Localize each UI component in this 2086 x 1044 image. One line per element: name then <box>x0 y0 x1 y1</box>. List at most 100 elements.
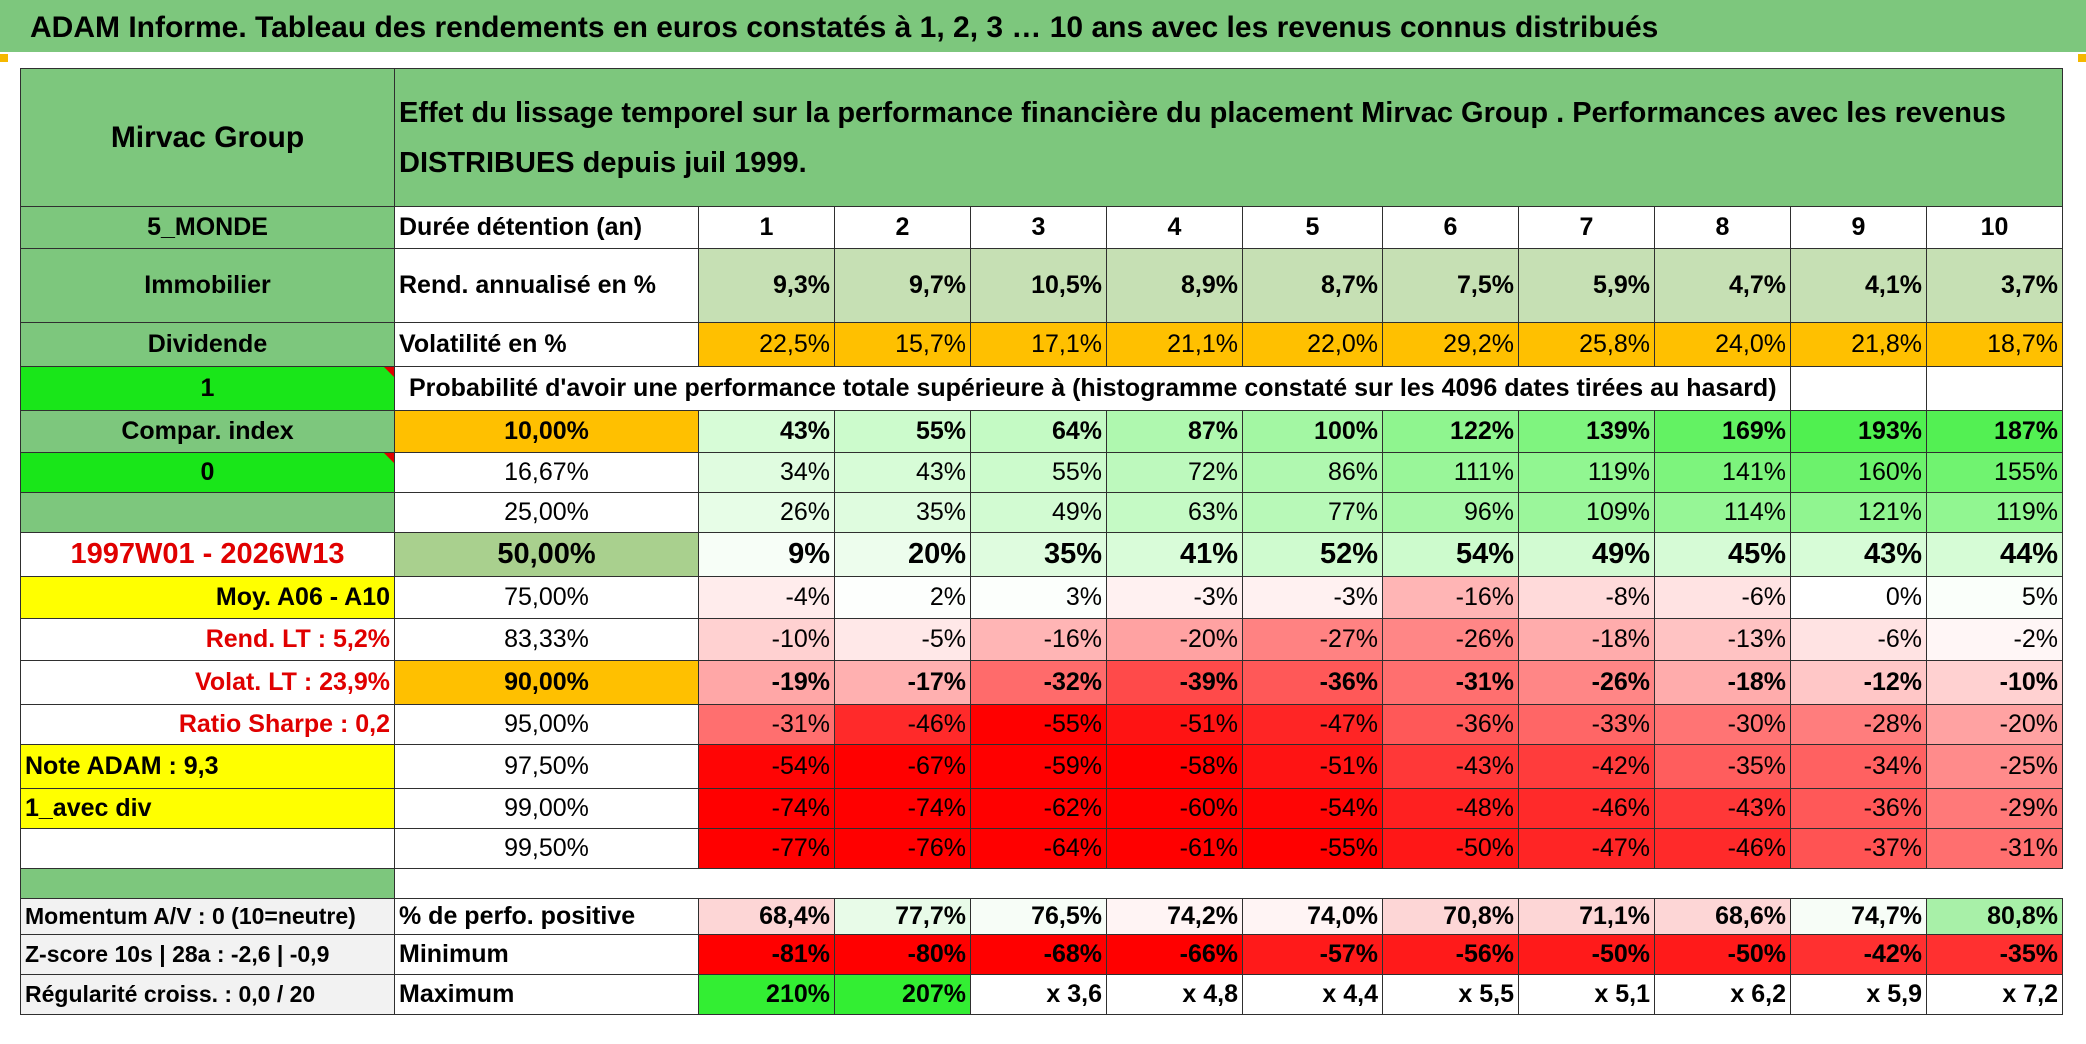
quantile-level: 50,00% <box>394 532 699 577</box>
max-value: x 4,8 <box>1106 974 1243 1015</box>
quantile-value: -59% <box>970 744 1107 789</box>
quantile-value: -29% <box>1926 788 2063 829</box>
quantile-value: -51% <box>1106 704 1243 745</box>
quantile-row: Rend. LT : 5,2% 83,33% -10% -5% -16% -20% -27%… <box>20 618 2063 661</box>
quantile-value: -12% <box>1790 660 1927 705</box>
quantile-level: 99,50% <box>394 828 699 869</box>
pos-value: 74,0% <box>1242 898 1383 935</box>
quantile-value: -35% <box>1654 744 1791 789</box>
quantile-value: -50% <box>1382 828 1519 869</box>
quantile-value: -19% <box>698 660 835 705</box>
quantile-value: 0% <box>1790 576 1927 619</box>
quantile-value: -20% <box>1106 618 1243 661</box>
quantile-value: 63% <box>1106 492 1243 533</box>
pos-value: 74,2% <box>1106 898 1243 935</box>
quantile-value: 160% <box>1790 452 1927 493</box>
quantile-value: 54% <box>1382 532 1519 577</box>
quantile-value: -39% <box>1106 660 1243 705</box>
duration-header: 1 <box>698 206 835 249</box>
quantile-value: 20% <box>834 532 971 577</box>
quantile-level: 25,00% <box>394 492 699 533</box>
rend-value: 9,3% <box>698 248 835 323</box>
min-value: -50% <box>1654 934 1791 975</box>
max-value: x 5,5 <box>1382 974 1519 1015</box>
spacer-cell <box>20 868 395 899</box>
min-value: -35% <box>1926 934 2063 975</box>
quantile-value: -31% <box>1926 828 2063 869</box>
quantile-value: 100% <box>1242 410 1383 453</box>
note-label: Note ADAM : 9,3 <box>20 744 395 789</box>
quantile-value: -27% <box>1242 618 1383 661</box>
quantile-value: -58% <box>1106 744 1243 789</box>
min-label: Minimum <box>394 934 699 975</box>
quantile-value: -5% <box>834 618 971 661</box>
pos-value: 70,8% <box>1382 898 1519 935</box>
quantile-row: Compar. index 10,00% 43% 55% 64% 87% 100% 122% 1… <box>20 410 2063 453</box>
quantile-value: -47% <box>1242 704 1383 745</box>
volat-lt-label: Volat. LT : 23,9% <box>20 660 395 705</box>
duration-header: 10 <box>1926 206 2063 249</box>
zone-label: 5_MONDE <box>20 206 395 249</box>
quantile-value: 43% <box>834 452 971 493</box>
quantile-value: -34% <box>1790 744 1927 789</box>
rend-lt-label: Rend. LT : 5,2% <box>20 618 395 661</box>
quantile-value: -6% <box>1790 618 1927 661</box>
quantile-value: 87% <box>1106 410 1243 453</box>
vol-value: 21,1% <box>1106 322 1243 367</box>
blank-label <box>20 492 395 533</box>
min-value: -81% <box>698 934 835 975</box>
vol-value: 21,8% <box>1790 322 1927 367</box>
quantile-value: 64% <box>970 410 1107 453</box>
toggle-1[interactable]: 1 <box>20 366 395 411</box>
quantile-value: 77% <box>1242 492 1383 533</box>
quantile-value: -4% <box>698 576 835 619</box>
fund-name: Mirvac Group <box>20 68 395 207</box>
quantile-value: -13% <box>1654 618 1791 661</box>
quantile-value: -16% <box>970 618 1107 661</box>
quantile-row: 99,50% -77% -76% -64% -61% -55% -50% -47% -46% -3… <box>20 828 2063 869</box>
quantile-value: 155% <box>1926 452 2063 493</box>
quantile-value: 9% <box>698 532 835 577</box>
duration-header: 2 <box>834 206 971 249</box>
corner-marker <box>2078 54 2086 62</box>
quantile-value: 34% <box>698 452 835 493</box>
quantile-value: 49% <box>1518 532 1655 577</box>
quantile-value: 122% <box>1382 410 1519 453</box>
quantile-value: 119% <box>1518 452 1655 493</box>
quantile-value: 193% <box>1790 410 1927 453</box>
stat-row: Momentum A/V : 0 (10=neutre)% de perfo. … <box>20 898 2063 935</box>
quantile-value: -25% <box>1926 744 2063 789</box>
quantile-value: -30% <box>1654 704 1791 745</box>
quantile-row: 0 16,67% 34% 43% 55% 72% 86% 111% 119% 141% 160% 15… <box>20 452 2063 493</box>
quantile-value: 49% <box>970 492 1107 533</box>
quantile-value: -74% <box>698 788 835 829</box>
quantile-value: 35% <box>834 492 971 533</box>
max-value: x 5,9 <box>1790 974 1927 1015</box>
duration-header: 3 <box>970 206 1107 249</box>
duration-header: 5 <box>1242 206 1383 249</box>
max-value: x 4,4 <box>1242 974 1383 1015</box>
pos-value: 74,7% <box>1790 898 1927 935</box>
quantile-value: 43% <box>1790 532 1927 577</box>
quantile-level: 75,00% <box>394 576 699 619</box>
min-value: -42% <box>1790 934 1927 975</box>
quantile-value: -60% <box>1106 788 1243 829</box>
quantile-value: -55% <box>970 704 1107 745</box>
probability-caption: Probabilité d'avoir une performance tota… <box>394 366 1791 411</box>
toggle-2[interactable]: 0 <box>20 452 395 493</box>
pos-value: 71,1% <box>1518 898 1655 935</box>
zscore-label: Z-score 10s | 28a : -2,6 | -0,9 <box>20 934 395 975</box>
quantile-value: -10% <box>698 618 835 661</box>
quantile-value: -64% <box>970 828 1107 869</box>
quantile-value: -43% <box>1654 788 1791 829</box>
quantile-value: -62% <box>970 788 1107 829</box>
pos-value: 77,7% <box>834 898 971 935</box>
duration-header: 4 <box>1106 206 1243 249</box>
quantile-value: 141% <box>1654 452 1791 493</box>
sharpe-label: Ratio Sharpe : 0,2 <box>20 704 395 745</box>
quantile-value: -51% <box>1242 744 1383 789</box>
quantile-value: 72% <box>1106 452 1243 493</box>
quantile-level: 95,00% <box>394 704 699 745</box>
stat-row: Z-score 10s | 28a : -2,6 | -0,9 Minimum -8… <box>20 934 2063 975</box>
quantile-value: -10% <box>1926 660 2063 705</box>
